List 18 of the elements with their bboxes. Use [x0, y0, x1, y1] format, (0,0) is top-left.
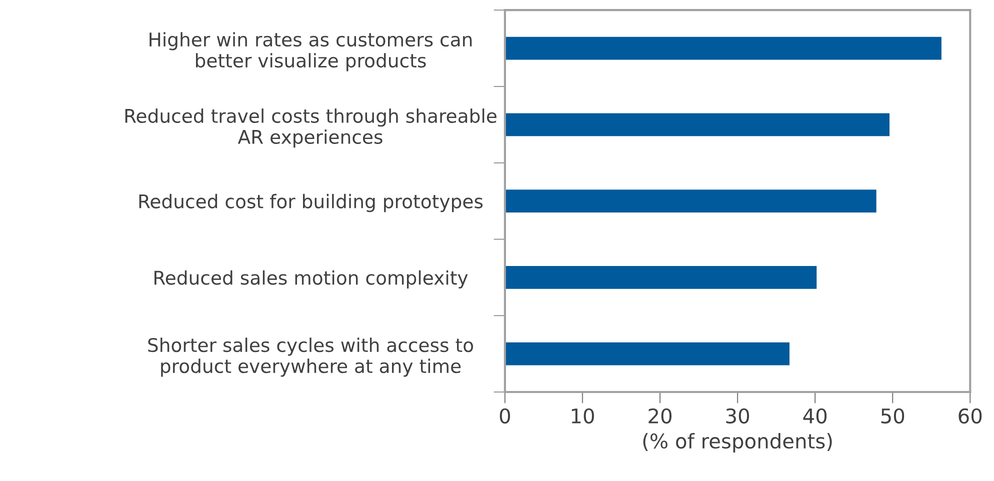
x-tick-label: 30: [726, 408, 750, 424]
y-tick-label: Reduced travel costs through shareable AR experiences: [125, 108, 496, 148]
x-tick-label: 60: [958, 408, 982, 424]
y-tick-label: Reduced sales motion complexity: [154, 270, 468, 288]
y-tick-label: Reduced cost for building prototypes: [139, 194, 483, 212]
x-tick-label: 50: [881, 408, 904, 424]
y-tick-label: Shorter sales cycles with access to product everywhere at any time: [148, 338, 474, 377]
x-tick-label: 0: [500, 408, 510, 424]
x-tick-label: 10: [572, 408, 594, 424]
y-tick-label: Higher win rates as customers can better visualize products: [150, 32, 472, 72]
bar: [504, 113, 890, 136]
x-tick-label: 40: [803, 408, 827, 424]
bar: [504, 190, 876, 213]
bar: [504, 342, 790, 366]
x-tick-label: 20: [648, 408, 672, 424]
bar: [504, 266, 817, 289]
x-axis-title: (% of respondents): [643, 433, 832, 453]
bar: [504, 36, 942, 60]
